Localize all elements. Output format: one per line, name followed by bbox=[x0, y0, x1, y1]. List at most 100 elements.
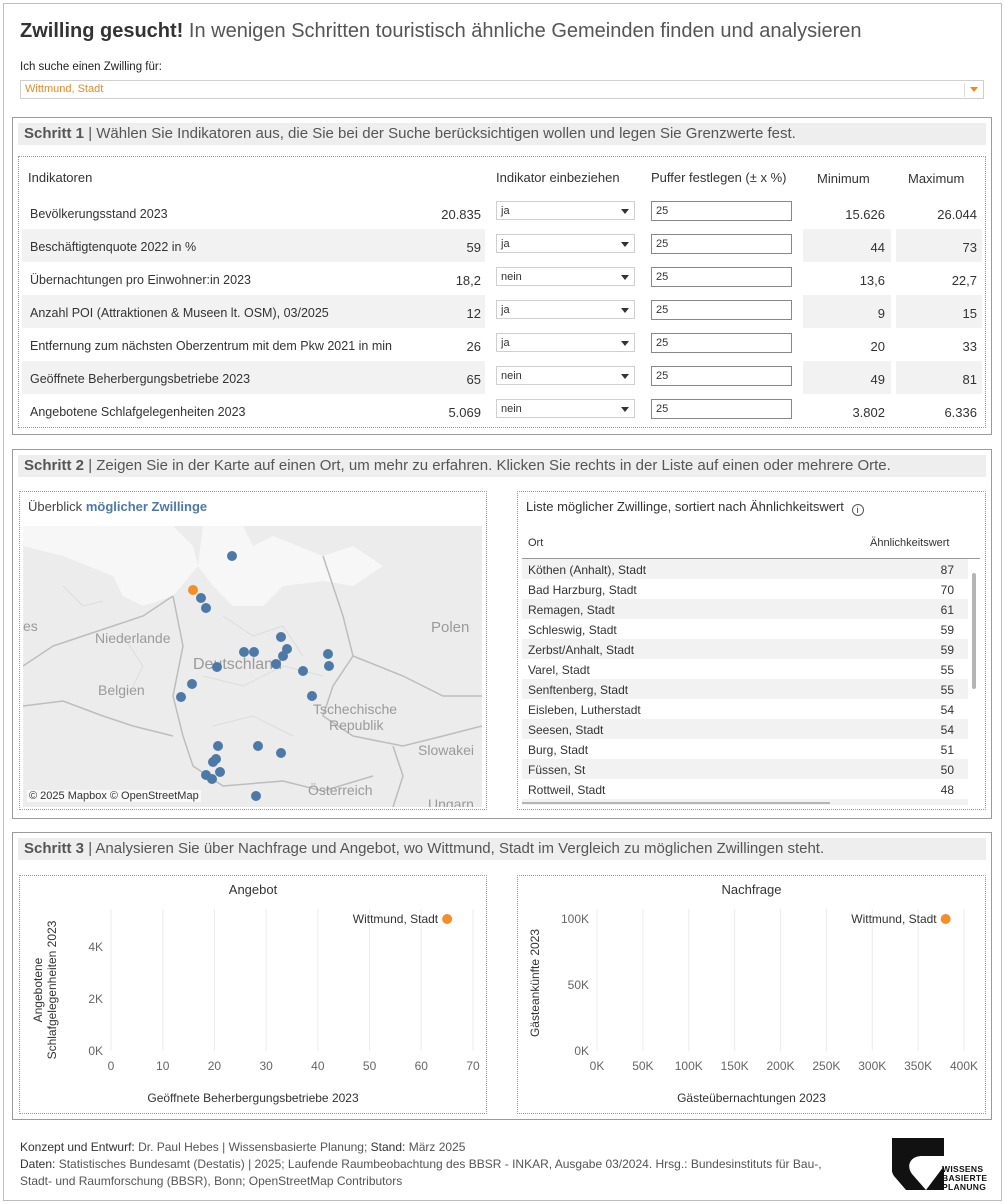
map[interactable]: Niederlande Deutschland Belgien Polen Ts… bbox=[23, 526, 482, 807]
list-item-place: Köthen (Anhalt), Stadt bbox=[528, 563, 647, 577]
list-header-rule bbox=[522, 558, 980, 559]
buffer-input[interactable]: 25 bbox=[651, 333, 792, 353]
map-marker[interactable] bbox=[276, 748, 286, 758]
chevron-down-icon[interactable] bbox=[968, 84, 980, 96]
map-marker[interactable] bbox=[201, 603, 211, 613]
list-item-place: Rottweil, Stadt bbox=[528, 783, 606, 797]
list-item[interactable]: Bad Harzburg, Stadt 70 bbox=[522, 579, 968, 599]
map-marker[interactable] bbox=[187, 679, 197, 689]
map-label-tschechien-1: Tschechische bbox=[313, 701, 398, 717]
minimum-value: 13,6 bbox=[859, 273, 885, 288]
map-marker[interactable] bbox=[215, 767, 225, 777]
map-marker[interactable] bbox=[207, 774, 217, 784]
table-row-bg bbox=[22, 295, 485, 328]
chart-nachfrage[interactable]: 0K 50K 100K 150K 200K 250K 300K 350K 400K 0K 50K 10… bbox=[517, 875, 986, 1114]
dashboard-frame bbox=[3, 3, 1002, 1201]
buffer-input[interactable]: 25 bbox=[651, 201, 792, 221]
buffer-input[interactable]: 25 bbox=[651, 267, 792, 287]
x-tick-label: 100K bbox=[675, 1059, 703, 1073]
include-dropdown[interactable]: ja bbox=[496, 300, 635, 319]
map-marker[interactable] bbox=[249, 647, 259, 657]
maximum-value: 22,7 bbox=[951, 273, 977, 288]
map-label-belgien: Belgien bbox=[98, 682, 145, 698]
list-item[interactable]: Senftenberg, Stadt 55 bbox=[522, 679, 968, 699]
buffer-value: 25 bbox=[656, 337, 669, 349]
map-marker[interactable] bbox=[298, 666, 308, 676]
maximum-value: 73 bbox=[962, 240, 977, 255]
list-item-score: 59 bbox=[940, 623, 954, 637]
step3-header: Schritt 3 | Analysieren Sie über Nachfra… bbox=[18, 838, 986, 860]
map-marker[interactable] bbox=[282, 644, 292, 654]
include-dropdown[interactable]: ja bbox=[496, 333, 635, 352]
list-scrollbar[interactable] bbox=[972, 573, 976, 689]
list-item[interactable]: Füssen, St 50 bbox=[522, 759, 968, 779]
data-point-label: Wittmund, Stadt bbox=[353, 912, 439, 926]
map-marker[interactable] bbox=[212, 662, 222, 672]
map-marker[interactable] bbox=[307, 691, 317, 701]
include-dropdown[interactable]: ja bbox=[496, 234, 635, 253]
map-panel bbox=[19, 491, 487, 810]
list-h-scrollbar[interactable] bbox=[522, 802, 830, 804]
list-item[interactable]: Burg, Stadt 51 bbox=[522, 739, 968, 759]
list-item-score: 54 bbox=[940, 703, 954, 717]
map-marker[interactable] bbox=[271, 659, 281, 669]
y-tick-label: 100K bbox=[561, 912, 589, 926]
list-item[interactable]: Köthen (Anhalt), Stadt 87 bbox=[522, 559, 968, 579]
list-item-score: 70 bbox=[940, 583, 954, 597]
list-item[interactable]: Remagen, Stadt 61 bbox=[522, 599, 968, 619]
step2-header: Schritt 2 | Zeigen Sie in der Karte auf … bbox=[18, 455, 986, 477]
x-tick-label: 400K bbox=[950, 1059, 978, 1073]
list-item-place: Seesen, Stadt bbox=[528, 723, 604, 737]
map-marker[interactable] bbox=[278, 651, 288, 661]
x-tick-label: 10 bbox=[156, 1059, 170, 1073]
map-marker[interactable] bbox=[201, 770, 211, 780]
include-dropdown[interactable]: ja bbox=[496, 201, 635, 220]
map-marker[interactable] bbox=[239, 647, 249, 657]
map-marker[interactable] bbox=[253, 741, 263, 751]
map-marker[interactable] bbox=[251, 791, 261, 801]
info-icon[interactable]: i bbox=[851, 504, 864, 516]
buffer-input[interactable]: 25 bbox=[651, 399, 792, 419]
list-item[interactable]: Rottweil, Stadt 48 bbox=[522, 779, 968, 799]
step1-header: Schritt 1 | Wählen Sie Indikatoren aus, … bbox=[18, 123, 986, 145]
indicator-value: 12 bbox=[466, 306, 481, 321]
minimum-value: 3.802 bbox=[852, 405, 885, 420]
chart-angebot-xlabel: Geöffnete Beherbergungsbetriebe 2023 bbox=[147, 1091, 359, 1105]
map-marker[interactable] bbox=[213, 741, 223, 751]
buffer-input[interactable]: 25 bbox=[651, 366, 792, 386]
list-item[interactable]: Zerbst/Anhalt, Stadt 59 bbox=[522, 639, 968, 659]
include-dropdown[interactable]: nein bbox=[496, 267, 635, 286]
indicator-value: 59 bbox=[466, 240, 481, 255]
map-label-es: es bbox=[23, 618, 38, 634]
include-dropdown[interactable]: nein bbox=[496, 366, 635, 385]
map-marker[interactable] bbox=[196, 593, 206, 603]
buffer-input[interactable]: 25 bbox=[651, 300, 792, 320]
map-marker[interactable] bbox=[323, 649, 333, 659]
list-item[interactable]: Schleswig, Stadt 59 bbox=[522, 619, 968, 639]
include-value: nein bbox=[501, 271, 522, 283]
map-marker[interactable] bbox=[276, 632, 286, 642]
twin-list[interactable]: Köthen (Anhalt), Stadt 87 Bad Harzburg, St… bbox=[522, 559, 980, 805]
x-tick-label: 300K bbox=[858, 1059, 886, 1073]
list-item[interactable]: Seesen, Stadt 54 bbox=[522, 719, 968, 739]
list-item[interactable]: Eisleben, Lutherstadt 54 bbox=[522, 699, 968, 719]
twin-municipality-select[interactable]: Wittmund, Stadt bbox=[20, 80, 984, 99]
map-marker[interactable] bbox=[324, 661, 334, 671]
data-point[interactable] bbox=[442, 914, 453, 924]
list-item[interactable]: Varel, Stadt 55 bbox=[522, 659, 968, 679]
indicator-value: 26 bbox=[466, 339, 481, 354]
map-marker-selected[interactable] bbox=[188, 585, 198, 595]
list-col-score: Ähnlichkeitswert bbox=[870, 537, 950, 549]
map-marker[interactable] bbox=[176, 692, 186, 702]
x-tick-label: 0K bbox=[590, 1059, 605, 1073]
chart-nachfrage-title: Nachfrage bbox=[721, 882, 782, 897]
data-point[interactable] bbox=[940, 914, 951, 924]
include-dropdown[interactable]: nein bbox=[496, 399, 635, 418]
indicator-table bbox=[18, 156, 986, 428]
map-marker[interactable] bbox=[208, 757, 218, 767]
x-tick-label: 350K bbox=[904, 1059, 932, 1073]
map-marker[interactable] bbox=[227, 551, 237, 561]
x-tick-label: 50K bbox=[632, 1059, 653, 1073]
buffer-input[interactable]: 25 bbox=[651, 234, 792, 254]
chart-angebot[interactable]: 0 10 20 30 40 50 60 70 0K 2K 4K Wittmund, Stadt bbox=[19, 875, 487, 1114]
